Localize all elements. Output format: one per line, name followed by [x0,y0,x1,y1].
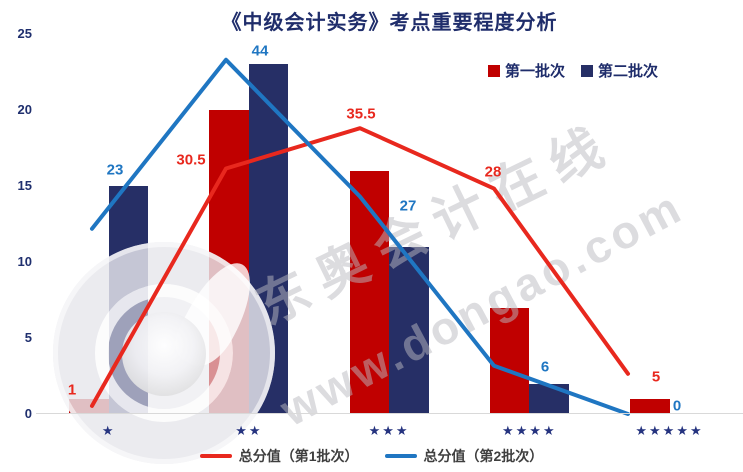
x-axis-line [36,413,743,414]
line-series-legend: 总分值（第1批次） 总分值（第2批次） [0,446,743,466]
x-category-label-5: ★★★★★ [635,423,704,438]
legend-swatch-2 [384,454,417,458]
bar-series-legend: 第一批次 第二批次 [488,60,658,81]
legend-label-1: 第一批次 [505,63,566,80]
y-tick-label-15: 15 [17,178,32,193]
x-category-label-4: ★★★★ [501,423,557,438]
legend-item-第一批次: 第一批次 [488,60,565,81]
y-tick-label-5: 5 [24,330,32,345]
data-label-series1-cat5: 5 [651,368,661,386]
y-tick-label-10: 10 [17,254,32,269]
line-series2 [90,57,630,416]
x-category-label-1: ★ [101,423,116,438]
data-label-series2-cat1: 23 [106,161,124,179]
bar-series1-cat4 [489,307,530,414]
legend-item-第二批次: 第二批次 [581,60,658,81]
legend-swatch-1 [488,64,500,77]
y-tick-label-25: 25 [17,26,32,41]
legend-item-总分值（第2批次）: 总分值（第2批次） [384,446,544,466]
bar-series1-cat5 [630,398,670,414]
chart-title: 《中级会计实务》考点重要程度分析 [221,12,558,34]
x-category-label-3: ★★★ [368,423,410,438]
legend-label-1: 总分值（第1批次） [238,448,359,464]
legend-swatch-2 [581,64,594,77]
legend-label-2: 第二批次 [598,63,659,80]
legend-item-总分值（第1批次）: 总分值（第1批次） [199,446,359,466]
data-label-series2-cat3: 27 [399,197,417,215]
x-category-label-2: ★★ [235,423,263,438]
data-label-series2-cat5: 0 [672,397,682,415]
data-label-series1-cat3: 35.5 [346,105,376,123]
data-label-series1-cat2: 30.5 [176,151,206,169]
data-label-series2-cat4: 6 [540,358,550,376]
data-label-series1-cat4: 28 [484,163,502,181]
legend-label-2: 总分值（第2批次） [423,448,544,464]
data-label-series1-cat1: 1 [67,381,77,399]
y-tick-label-20: 20 [17,102,32,117]
y-tick-label-0: 0 [24,406,32,421]
legend-swatch-1 [199,454,232,458]
data-label-series2-cat2: 44 [251,42,269,60]
